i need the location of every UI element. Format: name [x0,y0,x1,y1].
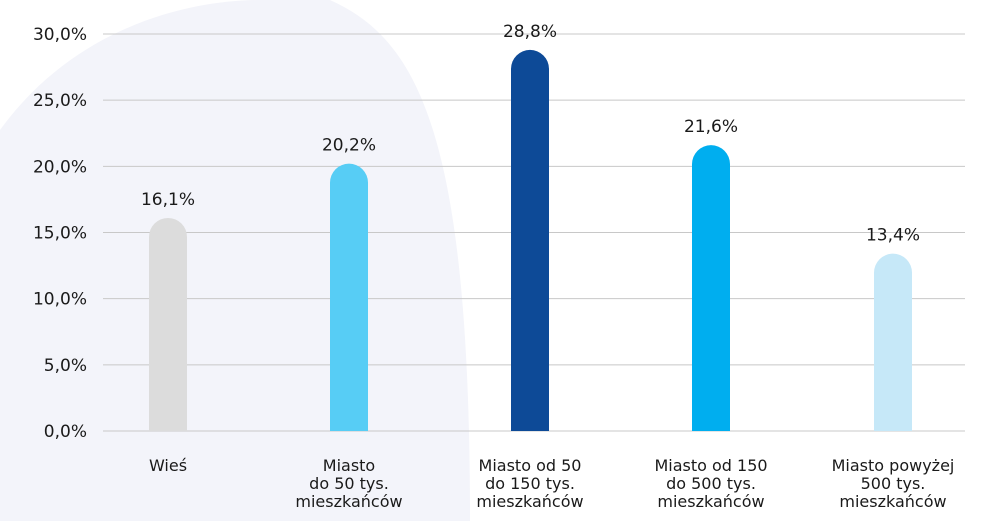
x-category-label: do 500 tys. [666,474,756,493]
y-tick-label: 15,0% [33,224,87,244]
data-label: 20,2% [322,136,376,156]
y-tick-label: 20,0% [33,157,87,177]
x-category-label: Miasto [323,456,375,475]
x-category-label: Miasto od 150 [654,456,767,475]
x-category-label: do 50 tys. [309,474,389,493]
y-tick-label: 10,0% [33,290,87,310]
x-category-label: mieszkańców [839,492,946,511]
x-category-label: mieszkańców [295,492,402,511]
background-decoration [0,0,470,521]
x-category-label: do 150 tys. [485,474,575,493]
bar [692,145,730,431]
bar [149,217,187,431]
data-label: 16,1% [141,190,195,210]
bar [511,49,549,431]
y-tick-label: 0,0% [44,422,87,442]
data-label: 13,4% [866,226,920,246]
x-category-label: Miasto od 50 [479,456,582,475]
y-tick-label: 5,0% [44,356,87,376]
x-category-label: Miasto powyżej [832,456,955,475]
data-label: 21,6% [684,117,738,137]
x-category-label: mieszkańców [476,492,583,511]
bar [330,163,368,432]
x-category-label: Wieś [149,456,187,475]
bar [874,253,912,431]
x-category-label: 500 tys. [861,474,926,493]
x-category-label: mieszkańców [657,492,764,511]
data-label: 28,8% [503,22,557,42]
y-tick-label: 25,0% [33,91,87,111]
y-tick-label: 30,0% [33,25,87,45]
